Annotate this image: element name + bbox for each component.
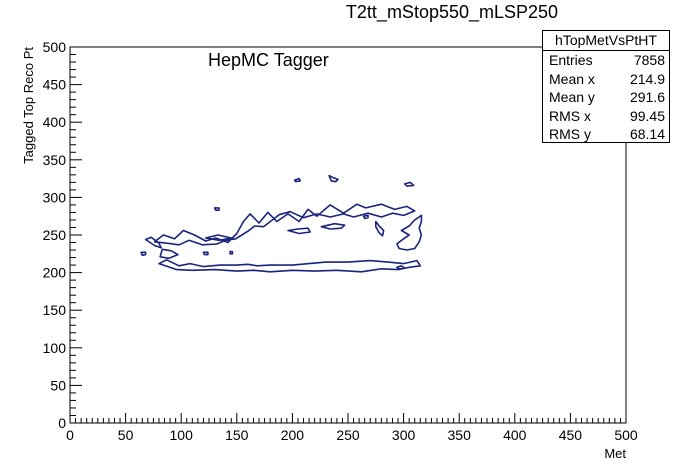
y-tick-label: 500 xyxy=(43,39,67,55)
small-blob-5 xyxy=(202,251,209,256)
x-tick-label: 50 xyxy=(118,427,134,443)
x-tick-label: 300 xyxy=(392,427,416,443)
y-tick-label: 400 xyxy=(43,114,67,130)
x-tick-label: 0 xyxy=(66,427,74,443)
chart-title: T2tt_mStop550_mLSP250 xyxy=(346,2,558,23)
stats-row-rms-y: RMS y 68.14 xyxy=(543,125,669,144)
y-axis: 0 50 100 150 200 250 300 350 400 450 500 xyxy=(43,39,82,431)
right-wing-contour xyxy=(396,214,423,251)
y-tick-label: 300 xyxy=(43,189,67,205)
y-tick-label: 350 xyxy=(43,152,67,168)
x-tick-label: 450 xyxy=(559,427,583,443)
stats-value: 99.45 xyxy=(629,107,665,124)
x-tick-label: 500 xyxy=(614,427,638,443)
y-tick-label: 100 xyxy=(43,340,67,356)
blob-topright-contour xyxy=(403,181,415,187)
small-blob-4 xyxy=(140,251,147,257)
stats-box: hTopMetVsPtHT Entries 7858 Mean x 214.9 … xyxy=(542,30,670,143)
small-blob-3 xyxy=(362,214,369,220)
left-ribbon-contour xyxy=(144,236,162,249)
blob-top-contour xyxy=(328,174,339,183)
y-tick-label: 450 xyxy=(43,77,67,93)
x-tick-label: 350 xyxy=(448,427,472,443)
y-tick-label: 250 xyxy=(43,227,67,243)
inner-island-c xyxy=(320,222,346,230)
annotation-label: HepMC Tagger xyxy=(208,50,329,70)
small-blob-7 xyxy=(396,264,406,270)
x-tick-label: 200 xyxy=(281,427,305,443)
stats-value: 7858 xyxy=(633,52,665,68)
stats-row-mean-y: Mean y 291.6 xyxy=(543,88,669,107)
stats-value: 68.14 xyxy=(629,126,665,142)
stats-label: RMS x xyxy=(549,107,591,124)
stats-label: Mean x xyxy=(549,70,595,87)
upper-band-contour xyxy=(153,203,416,246)
main-contour xyxy=(158,258,422,273)
stats-label: Entries xyxy=(549,52,593,68)
stats-value: 291.6 xyxy=(629,89,665,105)
inner-island-a xyxy=(204,234,232,242)
left-lobe-contour xyxy=(159,248,179,260)
stats-row-rms-x: RMS x 99.45 xyxy=(543,107,669,126)
small-blob-6 xyxy=(229,250,234,255)
x-axis-label: Met xyxy=(604,446,626,461)
x-tick-label: 400 xyxy=(503,427,527,443)
x-tick-label: 150 xyxy=(225,427,249,443)
right-stroke-contour xyxy=(374,220,385,237)
stats-title: hTopMetVsPtHT xyxy=(543,31,669,51)
x-tick-label: 250 xyxy=(336,427,360,443)
stats-label: RMS y xyxy=(549,126,591,142)
small-blob-1 xyxy=(213,207,220,211)
y-tick-label: 150 xyxy=(43,302,67,318)
stats-label: Mean y xyxy=(549,89,595,105)
stats-row-mean-x: Mean x 214.9 xyxy=(543,70,669,89)
contour-layer xyxy=(140,174,423,273)
small-blob-2 xyxy=(293,177,302,183)
y-tick-label: 0 xyxy=(58,415,66,431)
y-tick-label: 200 xyxy=(43,265,67,281)
x-tick-label: 100 xyxy=(170,427,194,443)
stats-row-entries: Entries 7858 xyxy=(543,51,669,70)
y-tick-label: 50 xyxy=(50,377,66,393)
stats-value: 214.9 xyxy=(629,70,665,87)
x-axis: 0 50 100 150 200 250 300 350 400 450 500 xyxy=(66,413,638,443)
inner-island-b xyxy=(287,227,312,235)
y-axis-label: Tagged Top Reco Pt xyxy=(21,47,36,164)
